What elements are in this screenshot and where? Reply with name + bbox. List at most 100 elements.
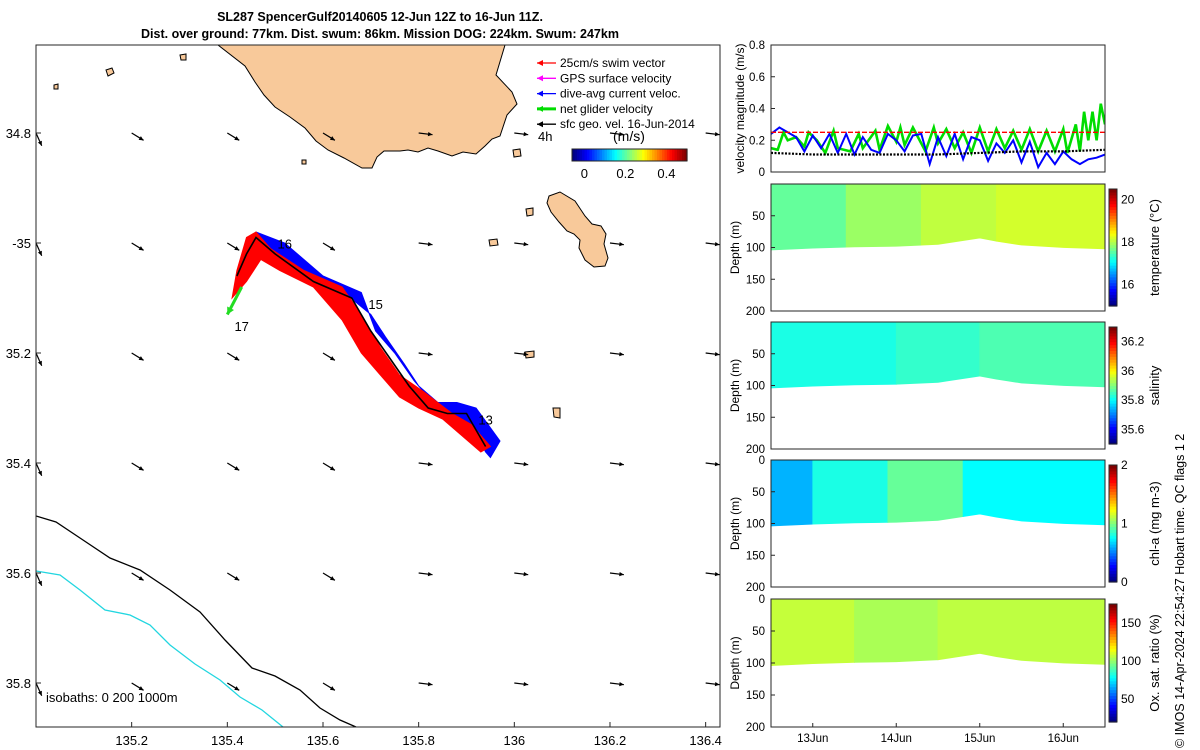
colorbar-swatch [649, 149, 653, 161]
glider-track-line [236, 236, 487, 447]
geo-velocity-arrowhead [138, 576, 144, 581]
colorbar-swatch [679, 149, 683, 161]
land-islet [53, 83, 59, 90]
geo-velocity-arrowhead [523, 241, 529, 247]
geo-velocity-arrowhead [329, 136, 335, 141]
geo-velocity-arrowhead [37, 580, 42, 586]
legend-arrowhead [537, 121, 543, 128]
y-tick-label: 35.4 [6, 456, 31, 471]
geo-velocity-arrowhead [329, 246, 335, 251]
geo-velocity-arrowhead [37, 470, 42, 476]
geo-velocity-arrowhead [138, 466, 144, 471]
colorbar-swatch [604, 149, 608, 161]
legend-arrowhead [537, 105, 543, 112]
geo-velocity-arrowhead [523, 681, 529, 687]
geo-velocity-arrowhead [714, 131, 720, 137]
colorbar-swatch [589, 149, 593, 161]
geo-velocity-arrowhead [714, 681, 720, 687]
colorbar-swatch [587, 149, 591, 161]
geo-velocity-arrowhead [523, 461, 529, 467]
x-tick-label: 135.4 [211, 733, 244, 748]
colorbar-swatch [614, 149, 618, 161]
land-island-east [546, 191, 609, 268]
geo-velocity-arrowhead [427, 241, 433, 247]
colorbar-swatch [682, 149, 686, 161]
land-peninsula [217, 45, 518, 169]
colorbar-swatch [677, 149, 681, 161]
colorbar-swatch [674, 149, 678, 161]
x-tick-label: 135.2 [115, 733, 148, 748]
colorbar-swatch [607, 149, 611, 161]
legend-entry-label: dive-avg current veloc. [560, 87, 681, 101]
day-label: 15 [368, 297, 382, 312]
footer-credit: © IMOS 14-Apr-2024 22:54:27 Hobart time.… [1173, 433, 1187, 748]
colorbar-swatch [622, 149, 626, 161]
legend-entry-label: sfc geo. vel. 16-Jun-2014 [560, 117, 695, 131]
y-tick-label: -35 [12, 236, 31, 251]
colorbar-swatch [574, 149, 578, 161]
geo-velocity-arrowhead [523, 571, 529, 577]
colorbar-swatch [684, 149, 688, 161]
colorbar-swatch [579, 149, 583, 161]
land-islet [105, 67, 115, 77]
colorbar-swatch [577, 149, 581, 161]
colorbar-swatch [572, 149, 576, 161]
x-tick-label: 135.6 [307, 733, 340, 748]
y-tick-label: 35.6 [6, 566, 31, 581]
geo-velocity-arrowhead [619, 241, 624, 247]
y-tick-label: 34.8 [6, 126, 31, 141]
colorbar-swatch [597, 149, 601, 161]
colorbar-swatch [642, 149, 646, 161]
colorbar-swatch [634, 149, 638, 161]
isobaths-label: isobaths: 0 200 1000m [46, 690, 178, 705]
colorbar-swatch [602, 149, 606, 161]
land-islet [179, 53, 187, 61]
geo-velocity-arrowhead [234, 686, 240, 691]
land-islet [552, 407, 561, 419]
legend-entry-label: GPS surface velocity [560, 71, 671, 85]
legend-entry-label: net glider velocity [560, 102, 653, 116]
colorbar-swatch [667, 149, 671, 161]
x-tick-label: 136.4 [689, 733, 722, 748]
day-label: 17 [234, 319, 248, 334]
colorbar-swatch [639, 149, 643, 161]
map-axes-frame [35, 44, 721, 728]
isobath-200m [36, 515, 357, 727]
colorbar-swatch [647, 149, 651, 161]
colorbar-swatch [657, 149, 661, 161]
geo-velocity-arrowhead [234, 136, 240, 141]
colorbar-swatch [659, 149, 663, 161]
land-islet [301, 159, 307, 165]
land-islet [525, 207, 534, 217]
colorbar-swatch [672, 149, 676, 161]
interval-label: 4h [538, 129, 552, 144]
geo-velocity-arrowhead [37, 690, 42, 696]
geo-velocity-arrowhead [234, 356, 240, 361]
geo-velocity-arrowhead [37, 140, 42, 146]
land-islet [524, 350, 535, 359]
geo-velocity-arrowhead [138, 686, 144, 691]
colorbar-frame [571, 148, 688, 162]
colorbar-swatch [637, 149, 641, 161]
x-tick-label: 135.8 [402, 733, 435, 748]
swim-vector-fill [231, 231, 492, 453]
colorbar-swatch [594, 149, 598, 161]
colorbar-swatch [609, 149, 613, 161]
colorbar-swatch [629, 149, 633, 161]
geo-velocity-arrowhead [138, 356, 144, 361]
geo-velocity-arrowhead [714, 571, 720, 577]
geo-velocity-arrowhead [329, 466, 335, 471]
geo-velocity-arrowhead [619, 681, 624, 687]
colorbar-swatch [592, 149, 596, 161]
geo-velocity-arrowhead [523, 131, 529, 137]
y-tick-label: 35.2 [6, 346, 31, 361]
land-islet [512, 148, 522, 158]
colorbar-swatch [662, 149, 666, 161]
colorbar-swatch [654, 149, 658, 161]
day-label: 16 [277, 237, 291, 252]
geo-velocity-arrowhead [619, 131, 624, 137]
geo-velocity-arrowhead [234, 576, 240, 581]
colorbar-swatch [617, 149, 621, 161]
geo-velocity-arrowhead [427, 351, 433, 357]
